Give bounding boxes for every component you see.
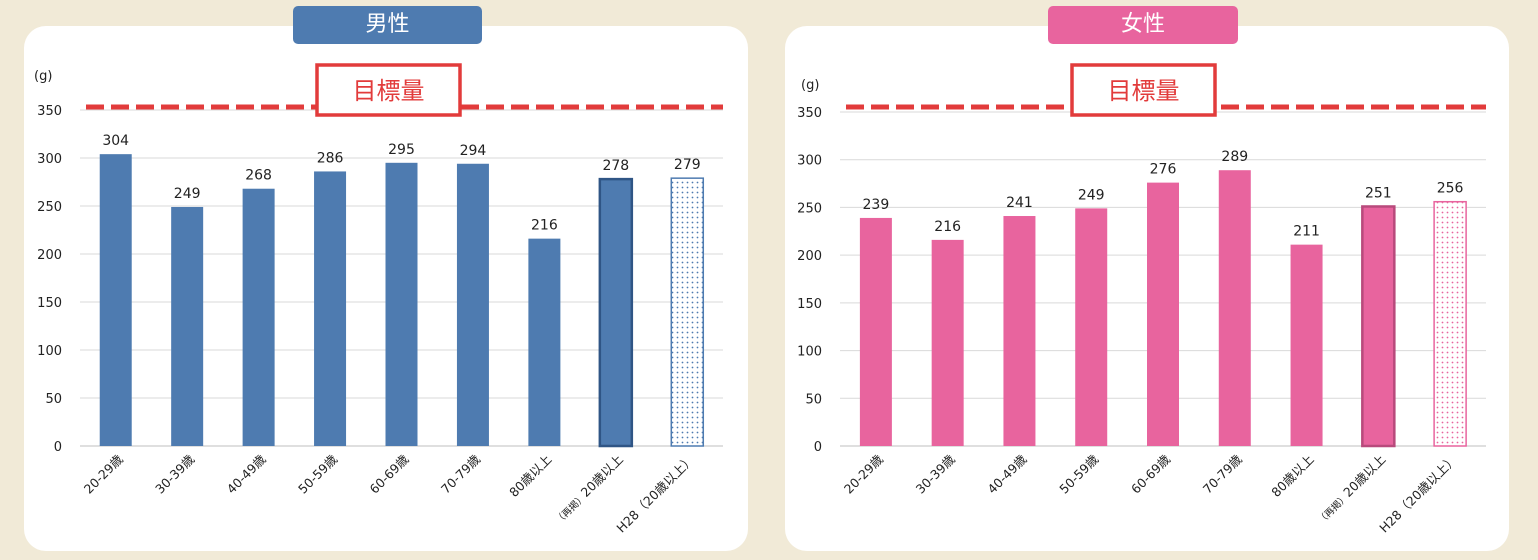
male-bar-value-label: 295 <box>388 142 415 158</box>
female-bar-value-label: 211 <box>1293 224 1320 240</box>
female-bar-value-label: 256 <box>1437 181 1464 197</box>
female-chart-title: 女性 <box>1048 6 1238 44</box>
female-bar-value-label: 241 <box>1006 195 1033 211</box>
male-bar-value-label: 279 <box>674 157 701 173</box>
male-bar-value-label: 286 <box>317 150 344 166</box>
male-bar-value-label: 268 <box>245 168 272 184</box>
male-bar-value-label: 249 <box>174 186 201 202</box>
female-bar-value-label: 251 <box>1365 185 1392 201</box>
male-y-tick-label: 150 <box>37 296 62 311</box>
male-y-tick-label: 50 <box>45 392 62 407</box>
female-bar-value-label: 216 <box>934 219 961 235</box>
male-y-tick-label: 100 <box>37 344 62 359</box>
female-x-tick-label: 70-79歳 <box>1200 451 1245 496</box>
male-bar <box>99 154 132 446</box>
female-x-tick-label: 40-49歳 <box>984 451 1029 496</box>
female-bar <box>1433 200 1467 447</box>
male-y-tick-label: 0 <box>54 440 62 455</box>
female-y-tick-label: 150 <box>797 297 822 312</box>
female-x-tick-label: （再掲）20歳以上 <box>1313 452 1388 527</box>
female-y-tick-label: 300 <box>797 154 822 169</box>
female-bar <box>859 217 892 446</box>
male-bar-value-label: 216 <box>531 218 558 234</box>
female-bar <box>1075 208 1108 446</box>
female-target-label-box <box>1070 63 1217 117</box>
male-y-tick-label: 300 <box>37 152 62 167</box>
female-y-tick-label: 0 <box>814 440 822 455</box>
male-bar <box>598 177 634 448</box>
female-bar-value-label: 249 <box>1078 187 1105 203</box>
female-bar <box>1147 182 1179 447</box>
female-x-tick-label: 80歳以上 <box>1268 452 1316 500</box>
female-bar <box>1003 216 1036 446</box>
female-bar <box>931 239 964 446</box>
male-bar <box>670 177 705 447</box>
male-bar <box>528 238 561 446</box>
female-y-tick-label: 350 <box>797 106 822 121</box>
male-target-label-box <box>315 63 462 117</box>
male-bar <box>314 171 347 446</box>
female-bar <box>1361 205 1396 448</box>
female-x-tick-label: 50-59歳 <box>1056 451 1101 496</box>
male-bar-value-label: 304 <box>102 133 129 149</box>
female-y-axis-unit: (g) <box>801 78 819 93</box>
female-x-tick-label: 30-39歳 <box>913 451 958 496</box>
female-bar-value-label: 276 <box>1150 162 1177 178</box>
male-bar <box>242 188 275 446</box>
female-y-tick-label: 50 <box>805 392 822 407</box>
female-bar-value-label: 239 <box>863 197 890 213</box>
male-bar <box>385 162 418 447</box>
male-y-tick-label: 350 <box>37 104 62 119</box>
female-bar <box>1290 244 1323 446</box>
female-y-tick-label: 100 <box>797 345 822 360</box>
female-bar <box>1218 170 1251 446</box>
male-bar <box>456 163 489 446</box>
male-bar-value-label: 294 <box>460 143 487 159</box>
male-bar-value-label: 278 <box>602 158 629 174</box>
female-x-tick-label: 60-69歳 <box>1128 451 1173 496</box>
female-y-tick-label: 250 <box>797 201 822 216</box>
male-chart-title: 男性 <box>293 6 482 44</box>
female-y-tick-label: 200 <box>797 249 822 264</box>
female-bar-value-label: 289 <box>1221 149 1248 165</box>
male-y-tick-label: 250 <box>37 200 62 215</box>
male-y-tick-label: 200 <box>37 248 62 263</box>
male-target-label: 目標量 <box>353 77 425 105</box>
female-x-tick-label: H28（20歳以上） <box>1376 452 1460 536</box>
female-x-tick-label: 20-29歳 <box>841 451 886 496</box>
female-target-label: 目標量 <box>1108 77 1180 105</box>
male-y-axis-unit: (g) <box>34 69 52 84</box>
male-bar <box>171 206 204 446</box>
